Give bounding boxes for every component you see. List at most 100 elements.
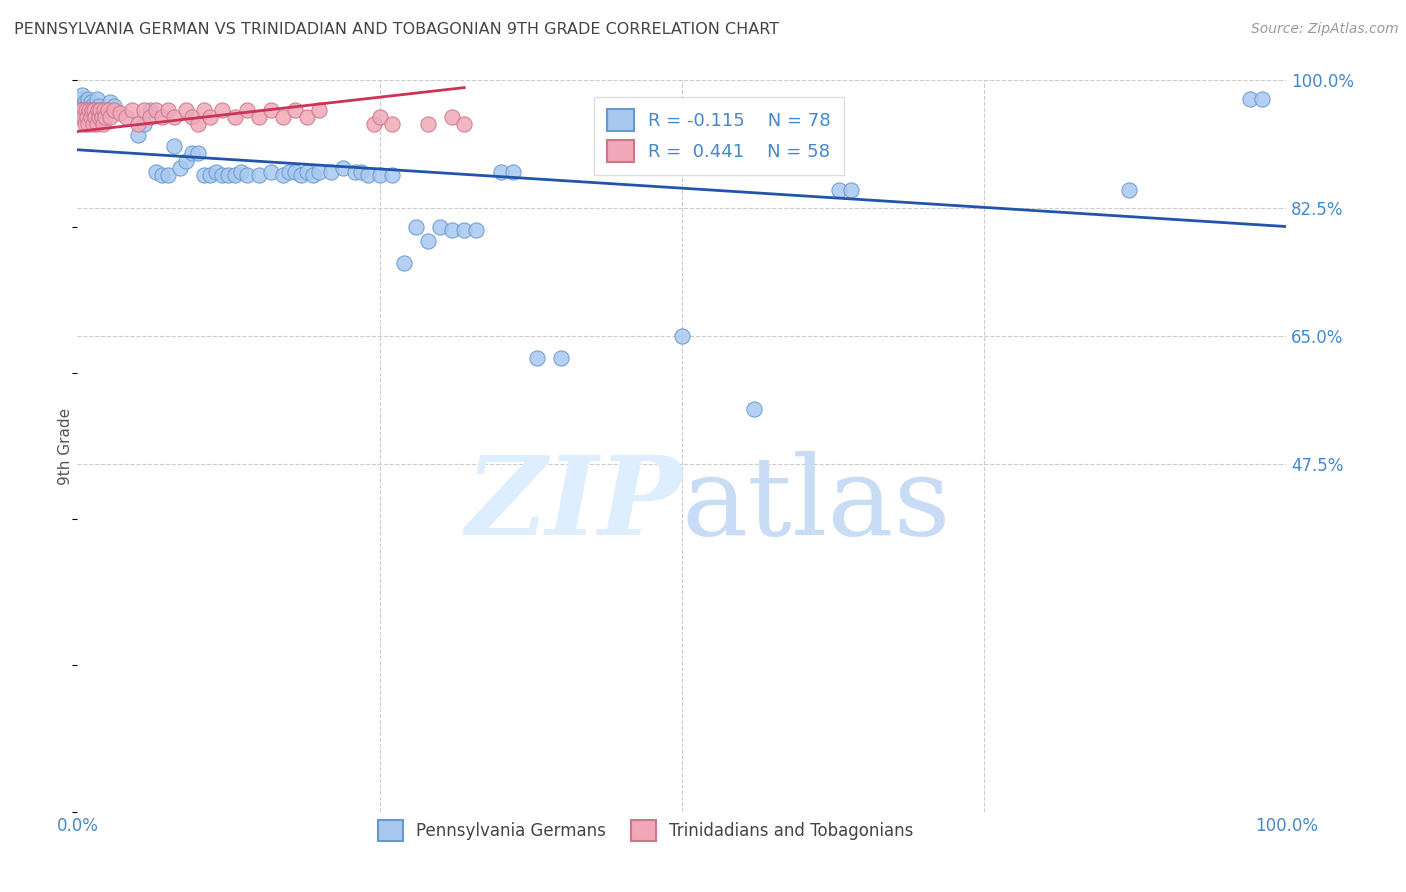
Point xyxy=(145,103,167,117)
Point xyxy=(229,164,252,178)
Point xyxy=(76,110,98,124)
Point xyxy=(193,103,215,117)
Point xyxy=(77,117,100,131)
Point xyxy=(489,164,512,178)
Point xyxy=(145,164,167,178)
Point xyxy=(368,169,391,183)
Point xyxy=(550,351,572,366)
Point xyxy=(181,146,204,161)
Point xyxy=(465,223,488,237)
Point xyxy=(211,169,233,183)
Text: PENNSYLVANIA GERMAN VS TRINIDADIAN AND TOBAGONIAN 9TH GRADE CORRELATION CHART: PENNSYLVANIA GERMAN VS TRINIDADIAN AND T… xyxy=(14,22,779,37)
Point xyxy=(368,110,391,124)
Point xyxy=(157,103,180,117)
Point xyxy=(193,169,215,183)
Point xyxy=(89,113,111,128)
Point xyxy=(84,110,107,124)
Point xyxy=(356,169,378,183)
Point xyxy=(75,106,97,120)
Point xyxy=(200,110,222,124)
Point xyxy=(70,99,93,113)
Point xyxy=(80,103,103,117)
Y-axis label: 9th Grade: 9th Grade xyxy=(58,408,73,484)
Point xyxy=(70,87,93,102)
Text: ZIP: ZIP xyxy=(465,450,682,558)
Point xyxy=(72,103,94,117)
Point xyxy=(132,103,155,117)
Point xyxy=(96,103,118,117)
Point xyxy=(86,117,108,131)
Point xyxy=(90,103,112,117)
Point xyxy=(416,234,439,248)
Point xyxy=(87,110,110,124)
Point xyxy=(77,92,100,106)
Point xyxy=(163,139,186,153)
Point xyxy=(828,183,851,197)
Point xyxy=(87,110,110,124)
Point xyxy=(169,161,191,175)
Point xyxy=(157,169,180,183)
Point xyxy=(224,110,246,124)
Point xyxy=(91,117,114,131)
Point xyxy=(308,103,330,117)
Point xyxy=(79,103,101,117)
Point xyxy=(132,117,155,131)
Point xyxy=(80,99,103,113)
Point xyxy=(271,110,294,124)
Point xyxy=(381,117,404,131)
Point xyxy=(87,103,110,117)
Point xyxy=(73,95,96,110)
Point xyxy=(441,223,464,237)
Point xyxy=(75,103,97,117)
Point xyxy=(381,169,404,183)
Point xyxy=(260,164,283,178)
Point xyxy=(94,110,117,124)
Point xyxy=(308,164,330,178)
Point xyxy=(502,164,524,178)
Point xyxy=(150,110,173,124)
Point xyxy=(295,110,318,124)
Point xyxy=(392,256,415,270)
Point xyxy=(96,103,118,117)
Point xyxy=(1251,92,1274,106)
Point xyxy=(295,164,318,178)
Point xyxy=(82,117,104,131)
Point xyxy=(108,106,131,120)
Point xyxy=(350,164,373,178)
Point xyxy=(247,169,270,183)
Point xyxy=(187,146,209,161)
Point xyxy=(405,219,427,234)
Point xyxy=(441,110,464,124)
Point xyxy=(163,110,186,124)
Point xyxy=(187,117,209,131)
Point xyxy=(429,219,451,234)
Point xyxy=(526,351,548,366)
Point xyxy=(453,223,475,237)
Text: atlas: atlas xyxy=(682,451,952,558)
Point xyxy=(93,103,115,117)
Point xyxy=(72,110,94,124)
Point xyxy=(235,103,257,117)
Point xyxy=(290,169,312,183)
Point xyxy=(76,99,98,113)
Point xyxy=(150,169,173,183)
Point xyxy=(84,103,107,117)
Point xyxy=(284,164,307,178)
Point xyxy=(247,110,270,124)
Point xyxy=(139,110,162,124)
Legend: Pennsylvania Germans, Trinidadians and Tobagonians: Pennsylvania Germans, Trinidadians and T… xyxy=(371,814,921,847)
Point xyxy=(671,329,693,343)
Point xyxy=(181,110,204,124)
Point xyxy=(89,103,111,117)
Point xyxy=(121,103,143,117)
Point xyxy=(69,103,91,117)
Point xyxy=(90,110,112,124)
Point xyxy=(79,110,101,124)
Point xyxy=(86,92,108,106)
Point xyxy=(114,110,136,124)
Point xyxy=(1118,183,1140,197)
Point xyxy=(91,106,114,120)
Point xyxy=(205,164,228,178)
Point xyxy=(200,169,222,183)
Point xyxy=(70,103,93,117)
